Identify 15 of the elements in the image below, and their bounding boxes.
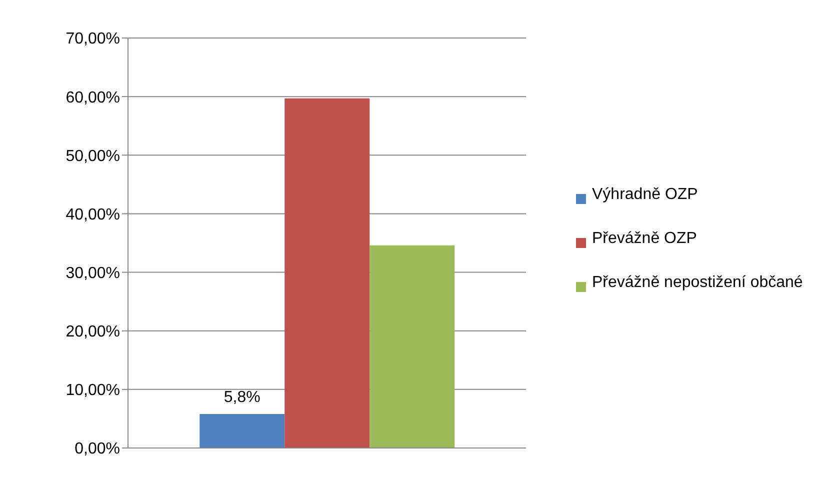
y-tick-label: 0,00% (74, 440, 120, 458)
y-tick-label: 30,00% (66, 264, 120, 282)
y-tick-label: 60,00% (66, 89, 120, 106)
y-tick-label: 40,00% (66, 206, 120, 224)
bar (284, 98, 370, 448)
legend-label: Výhradně OZP (592, 185, 698, 205)
legend-label: Převážně nepostižení občané (592, 273, 803, 293)
data-label: 5,8% (224, 389, 260, 406)
legend-label: Převážně OZP (592, 229, 697, 249)
y-tick-label: 20,00% (66, 324, 120, 341)
bar (200, 414, 285, 448)
y-tick-label: 50,00% (66, 148, 120, 165)
y-tick-label: 70,00% (66, 30, 120, 48)
bar (370, 245, 455, 448)
y-tick-label: 10,00% (66, 382, 120, 400)
